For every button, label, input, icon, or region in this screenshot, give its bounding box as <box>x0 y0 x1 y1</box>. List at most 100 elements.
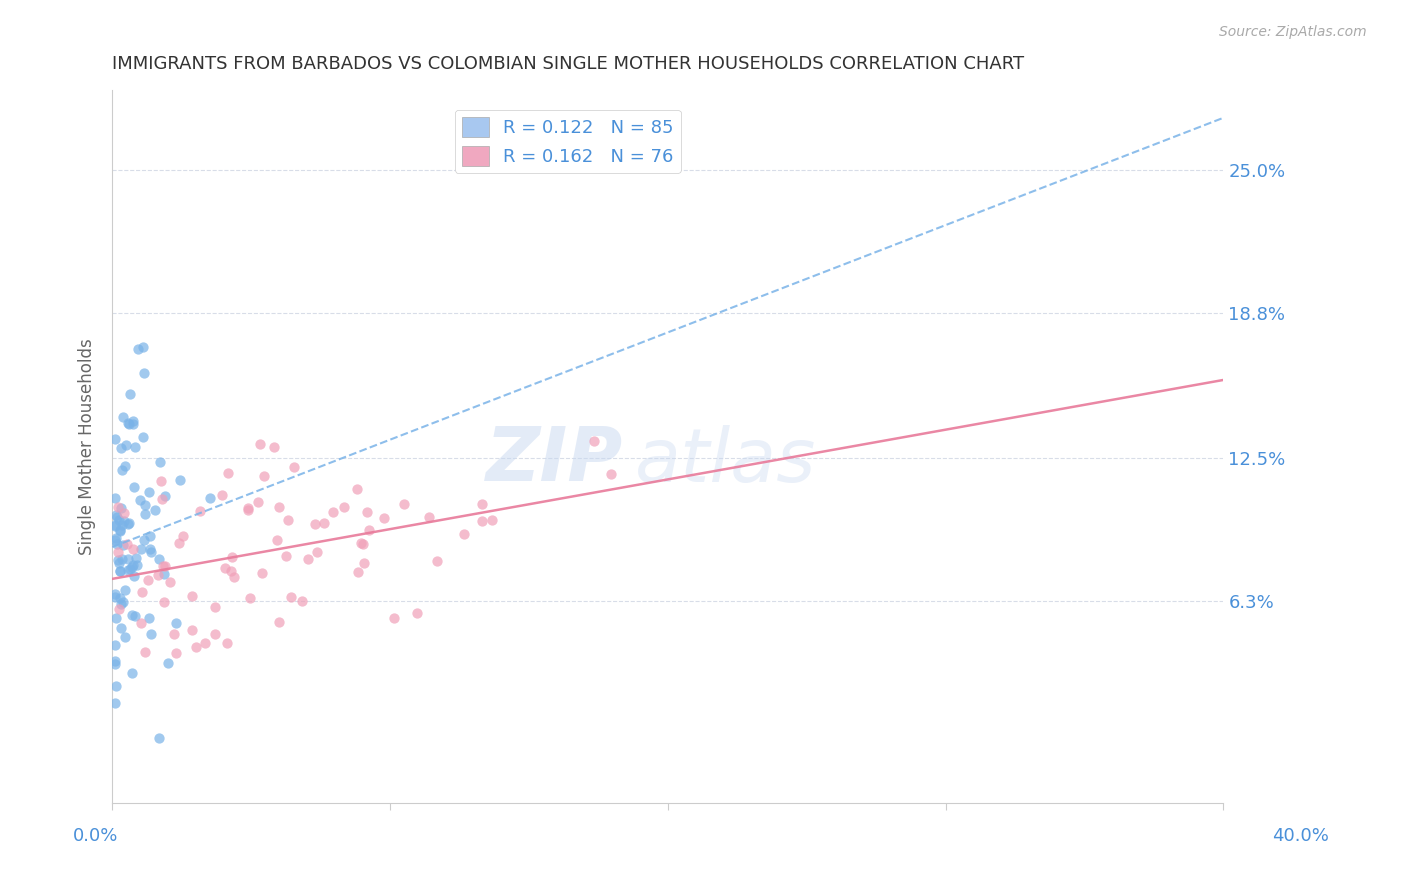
Point <box>274 549 297 563</box>
Point <box>214 561 236 575</box>
Point <box>117 416 139 430</box>
Text: Source: ZipAtlas.com: Source: ZipAtlas.com <box>1219 25 1367 39</box>
Point <box>221 564 243 578</box>
Point <box>121 607 143 622</box>
Point <box>104 433 127 447</box>
Point <box>149 455 172 469</box>
Point <box>105 508 128 522</box>
Point <box>373 511 395 525</box>
Point <box>150 475 173 489</box>
Point <box>104 654 127 668</box>
Point <box>297 551 319 566</box>
Point <box>122 558 145 573</box>
Point <box>346 483 368 497</box>
Point <box>136 573 159 587</box>
Point <box>352 537 374 551</box>
Text: atlas: atlas <box>634 425 815 497</box>
Point <box>134 366 156 380</box>
Point <box>117 552 139 566</box>
Point <box>111 463 134 477</box>
Point <box>114 630 136 644</box>
Point <box>138 611 160 625</box>
Point <box>110 500 132 515</box>
Point <box>267 615 290 629</box>
Point <box>152 559 174 574</box>
Point <box>418 509 440 524</box>
Text: IMMIGRANTS FROM BARBADOS VS COLOMBIAN SINGLE MOTHER HOUSEHOLDS CORRELATION CHART: IMMIGRANTS FROM BARBADOS VS COLOMBIAN SI… <box>112 55 1025 73</box>
Point <box>104 657 127 671</box>
Point <box>222 570 245 584</box>
Point <box>169 473 191 487</box>
Point <box>263 440 285 454</box>
Point <box>159 575 181 590</box>
Point <box>347 565 370 579</box>
Point <box>104 696 127 710</box>
Point <box>107 500 129 514</box>
Point <box>304 517 326 532</box>
Point <box>104 590 127 604</box>
Point <box>107 602 129 616</box>
Point <box>117 517 139 532</box>
Point <box>180 589 202 603</box>
Point <box>204 600 226 615</box>
Y-axis label: Single Mother Households: Single Mother Households <box>79 338 96 555</box>
Point <box>118 386 141 401</box>
Point <box>148 552 170 566</box>
Point <box>134 498 156 512</box>
Point <box>114 438 136 452</box>
Point <box>236 500 259 515</box>
Point <box>122 480 145 494</box>
Text: ZIP: ZIP <box>486 425 623 498</box>
Point <box>107 513 129 527</box>
Point <box>107 553 129 567</box>
Point <box>266 533 288 548</box>
Point <box>121 666 143 681</box>
Point <box>291 594 314 608</box>
Point <box>139 627 162 641</box>
Point <box>104 611 127 625</box>
Point <box>131 584 153 599</box>
Point <box>122 417 145 432</box>
Point <box>117 516 139 530</box>
Point <box>112 515 135 529</box>
Point <box>124 609 146 624</box>
Point <box>104 638 127 652</box>
Point <box>118 417 141 431</box>
Point <box>132 430 155 444</box>
Point <box>129 541 152 556</box>
Point <box>246 495 269 509</box>
Point <box>204 627 226 641</box>
Point <box>111 538 134 552</box>
Text: 0.0%: 0.0% <box>73 827 118 845</box>
Point <box>239 591 262 605</box>
Point <box>108 557 131 571</box>
Point <box>249 436 271 450</box>
Point <box>148 731 170 746</box>
Point <box>104 533 127 548</box>
Point <box>172 529 194 543</box>
Point <box>322 505 344 519</box>
Point <box>110 441 132 455</box>
Point <box>184 640 207 654</box>
Point <box>105 509 128 524</box>
Point <box>111 518 134 533</box>
Point <box>134 507 156 521</box>
Point <box>471 515 494 529</box>
Point <box>108 591 131 606</box>
Point <box>150 492 173 507</box>
Point <box>122 541 145 556</box>
Point <box>110 621 132 635</box>
Point <box>124 550 146 565</box>
Point <box>127 558 149 572</box>
Point <box>118 562 141 576</box>
Point <box>104 531 127 545</box>
Point <box>108 524 131 539</box>
Point <box>280 590 302 604</box>
Point <box>156 657 179 671</box>
Point <box>250 566 273 581</box>
Point <box>217 636 239 650</box>
Point <box>114 582 136 597</box>
Point <box>180 623 202 637</box>
Point <box>163 626 186 640</box>
Point <box>153 595 176 609</box>
